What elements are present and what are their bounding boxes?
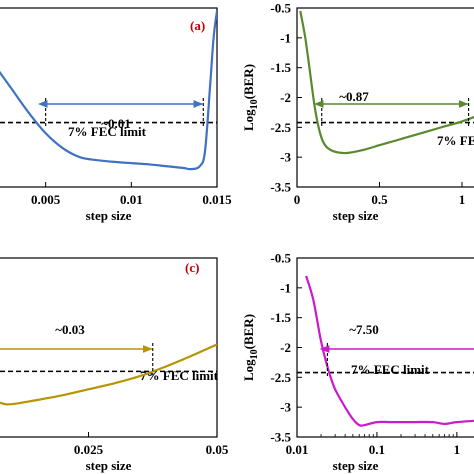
plot-frame — [296, 7, 474, 188]
y-tick-label: -3.5 — [270, 430, 291, 445]
y-tick-label: -0.5 — [270, 251, 291, 266]
x-tick-label: 0.01 — [286, 442, 309, 457]
fec-limit-label: 7% FEC limit — [140, 368, 219, 383]
x-tick-label: 1 — [459, 192, 466, 207]
x-axis-label: step size — [333, 458, 379, 473]
chart-panel-3: 0.025 0.05 step size 7% FEC limit ~0.03 (c) — [0, 257, 229, 473]
y-tick-label: -1 — [280, 30, 291, 45]
panel-tag: (a) — [190, 18, 205, 33]
y-tick-label: -1 — [280, 280, 291, 295]
x-tick-label: 0 — [294, 192, 301, 207]
y-tick-label: -0.5 — [270, 1, 291, 16]
y-tick-label: -2.5 — [270, 370, 291, 385]
range-label: ~0.01 — [101, 116, 131, 131]
fec-limit-label: 7% FEC — [437, 133, 474, 148]
y-tick-label: -3.5 — [270, 180, 291, 195]
x-axis-label: step size — [333, 208, 379, 223]
x-tick-label: 0.05 — [206, 442, 229, 457]
y-tick-label: -3 — [280, 400, 291, 415]
range-label: ~0.03 — [55, 322, 85, 337]
x-tick-label: 0.015 — [202, 192, 232, 207]
series-line — [0, 10, 217, 171]
y-axis-label: Log10(BER) — [241, 314, 260, 381]
y-axis-label: Log10(BER) — [241, 64, 260, 131]
y-tick-label: -2 — [280, 90, 291, 105]
fec-limit-label: 7% FEC limit — [68, 124, 147, 139]
y-tick-label: -2 — [280, 340, 291, 355]
plot-frame — [0, 257, 218, 438]
range-label: ~7.50 — [349, 322, 379, 337]
y-tick-label: -1.5 — [270, 60, 291, 75]
range-label: ~0.87 — [339, 89, 369, 104]
x-tick-label: 0.5 — [371, 192, 388, 207]
y-tick-label: -2.5 — [270, 120, 291, 135]
y-tick-label: -3 — [280, 150, 291, 165]
plot-frame — [0, 7, 218, 188]
chart-panel-1: 0.005 0.01 0.015 step size 7% FEC limit~0.01… — [0, 7, 232, 223]
fec-limit-label: 7% FEC limit — [351, 362, 430, 377]
series-line — [305, 275, 474, 427]
chart-panel-4: 0.01 0.1 1 -0.5 -1 -1.5 -2 -2.5 -3 -3.5 step size L… — [241, 251, 474, 473]
x-axis-label: step size — [86, 208, 132, 223]
series-line — [0, 343, 217, 406]
panel-tag: (c) — [185, 260, 199, 275]
x-tick-label: 0.005 — [31, 192, 61, 207]
chart-panel-2: 0 0.5 1 -0.5 -1 -1.5 -2 -2.5 -3 -3.5 step size Log1… — [241, 1, 474, 223]
series-line — [299, 10, 474, 155]
x-tick-label: 0.025 — [74, 442, 104, 457]
x-axis-label: step size — [86, 458, 132, 473]
x-tick-label: 0.01 — [120, 192, 143, 207]
x-tick-label: 1 — [454, 442, 461, 457]
y-tick-label: -1.5 — [270, 310, 291, 325]
x-tick-label: 0.1 — [369, 442, 385, 457]
